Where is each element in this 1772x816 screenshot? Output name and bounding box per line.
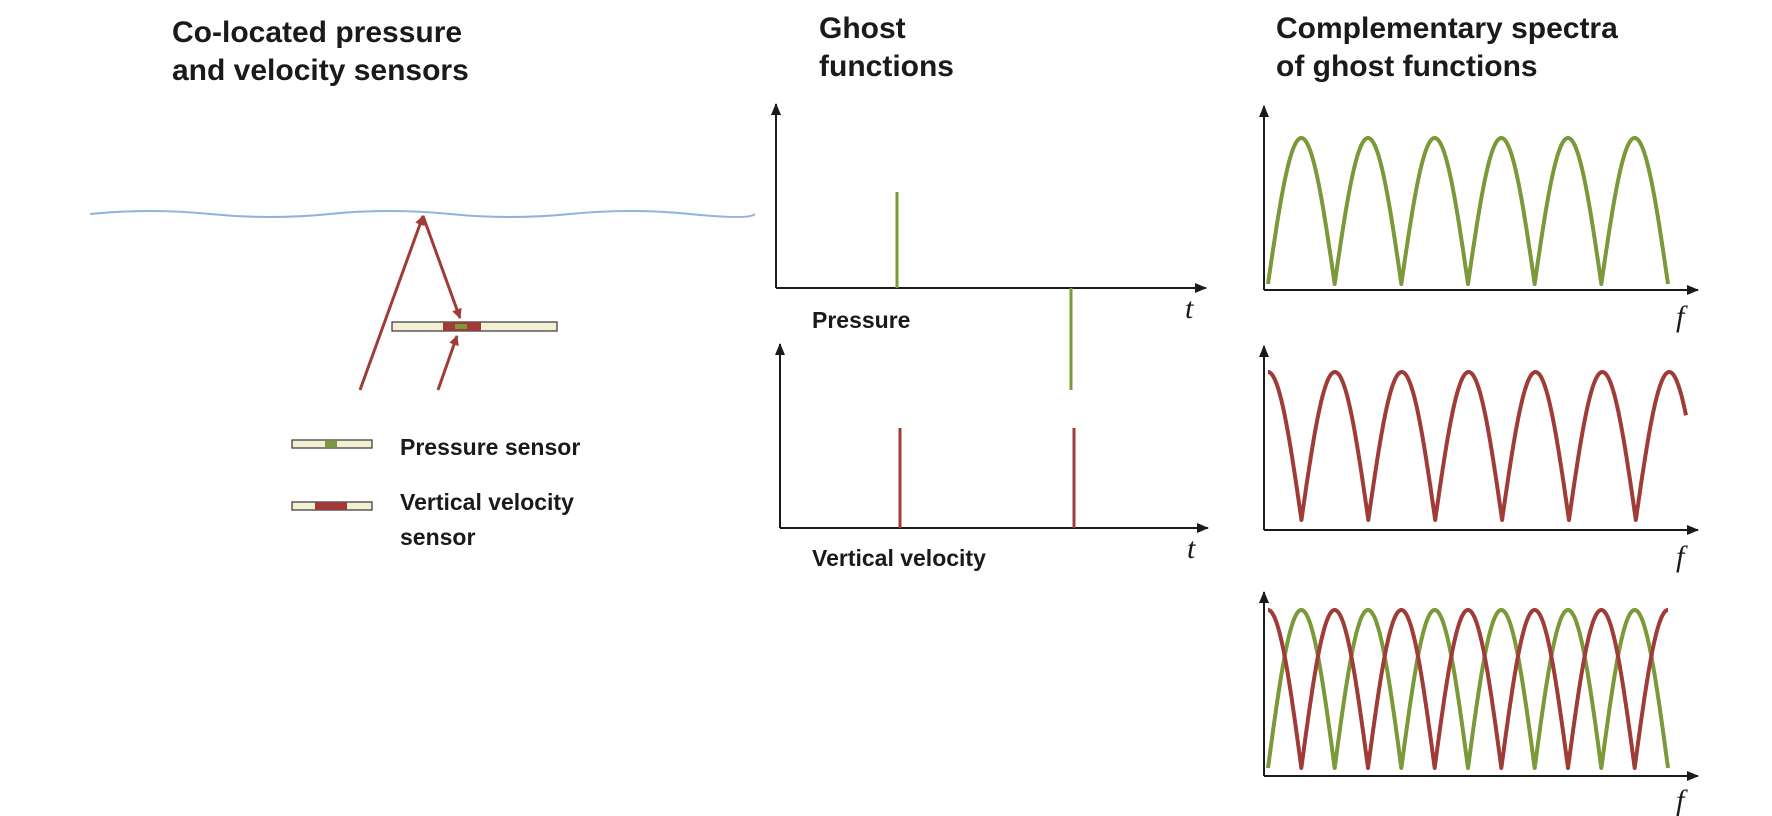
right-title-line1: Complementary spectra: [1276, 12, 1618, 45]
spectrum-velocity-f-axis-label: f: [1676, 540, 1688, 573]
right-title-line2: of ghost functions: [1276, 50, 1538, 83]
legend-velocity-swatch-mark: [315, 502, 347, 510]
spectrum-combined-pressure-curve: [1266, 608, 1670, 770]
spectrum-combined-plot: f: [1259, 591, 1699, 816]
spectrum-velocity-curve: [1266, 370, 1688, 522]
reflected-ray-arrow: [421, 215, 462, 319]
ghost-velocity-label: Vertical velocity: [812, 545, 986, 571]
mid-title: Ghost functions: [819, 10, 954, 86]
upgoing-ray-arrow: [358, 215, 425, 391]
ghost-pressure-label: Pressure: [812, 307, 910, 333]
legend-pressure-swatch-mark: [325, 441, 337, 447]
legend-velocity-label-line1: Vertical velocity: [400, 489, 574, 515]
left-title-line2: and velocity sensors: [172, 54, 469, 87]
spectrum-combined-f-axis-label: f: [1676, 784, 1688, 816]
right-title: Complementary spectra of ghost functions: [1276, 10, 1618, 86]
ghost-velocity-t-axis-label: t: [1187, 532, 1196, 565]
left-title-line1: Co-located pressure: [172, 16, 463, 49]
spectrum-pressure-f-axis-label: f: [1676, 300, 1688, 333]
left-title: Co-located pressure and velocity sensors: [172, 14, 469, 90]
legend-velocity-label-line2: sensor: [400, 524, 475, 550]
direct-ray-arrow: [436, 335, 459, 391]
spectrum-velocity-plot: f: [1259, 345, 1699, 573]
spectrum-pressure-curve: [1266, 136, 1670, 286]
spectrum-combined-velocity-curve: [1266, 608, 1670, 770]
spectrum-pressure-plot: f: [1259, 105, 1699, 333]
pressure-sensor-element: [455, 324, 467, 329]
mid-title-line2: functions: [819, 50, 954, 83]
legend: Pressure sensor Vertical velocity sensor: [291, 434, 580, 550]
mid-title-line1: Ghost: [819, 12, 906, 45]
sea-surface: [89, 210, 756, 218]
sensor-diagram: [89, 210, 756, 391]
ghost-pressure-plot: Pressure t: [771, 103, 1207, 390]
legend-pressure-label: Pressure sensor: [400, 434, 580, 460]
ghost-pressure-t-axis-label: t: [1185, 292, 1194, 325]
ghost-velocity-plot: Vertical velocity t: [775, 343, 1209, 571]
